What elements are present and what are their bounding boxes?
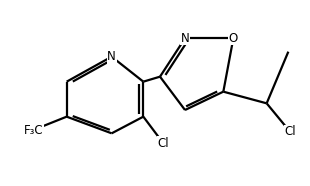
Text: Cl: Cl: [284, 125, 296, 138]
Text: N: N: [107, 50, 116, 63]
Text: O: O: [229, 32, 238, 45]
Text: F₃C: F₃C: [24, 124, 43, 137]
Text: N: N: [181, 32, 189, 45]
Text: Cl: Cl: [157, 137, 169, 150]
